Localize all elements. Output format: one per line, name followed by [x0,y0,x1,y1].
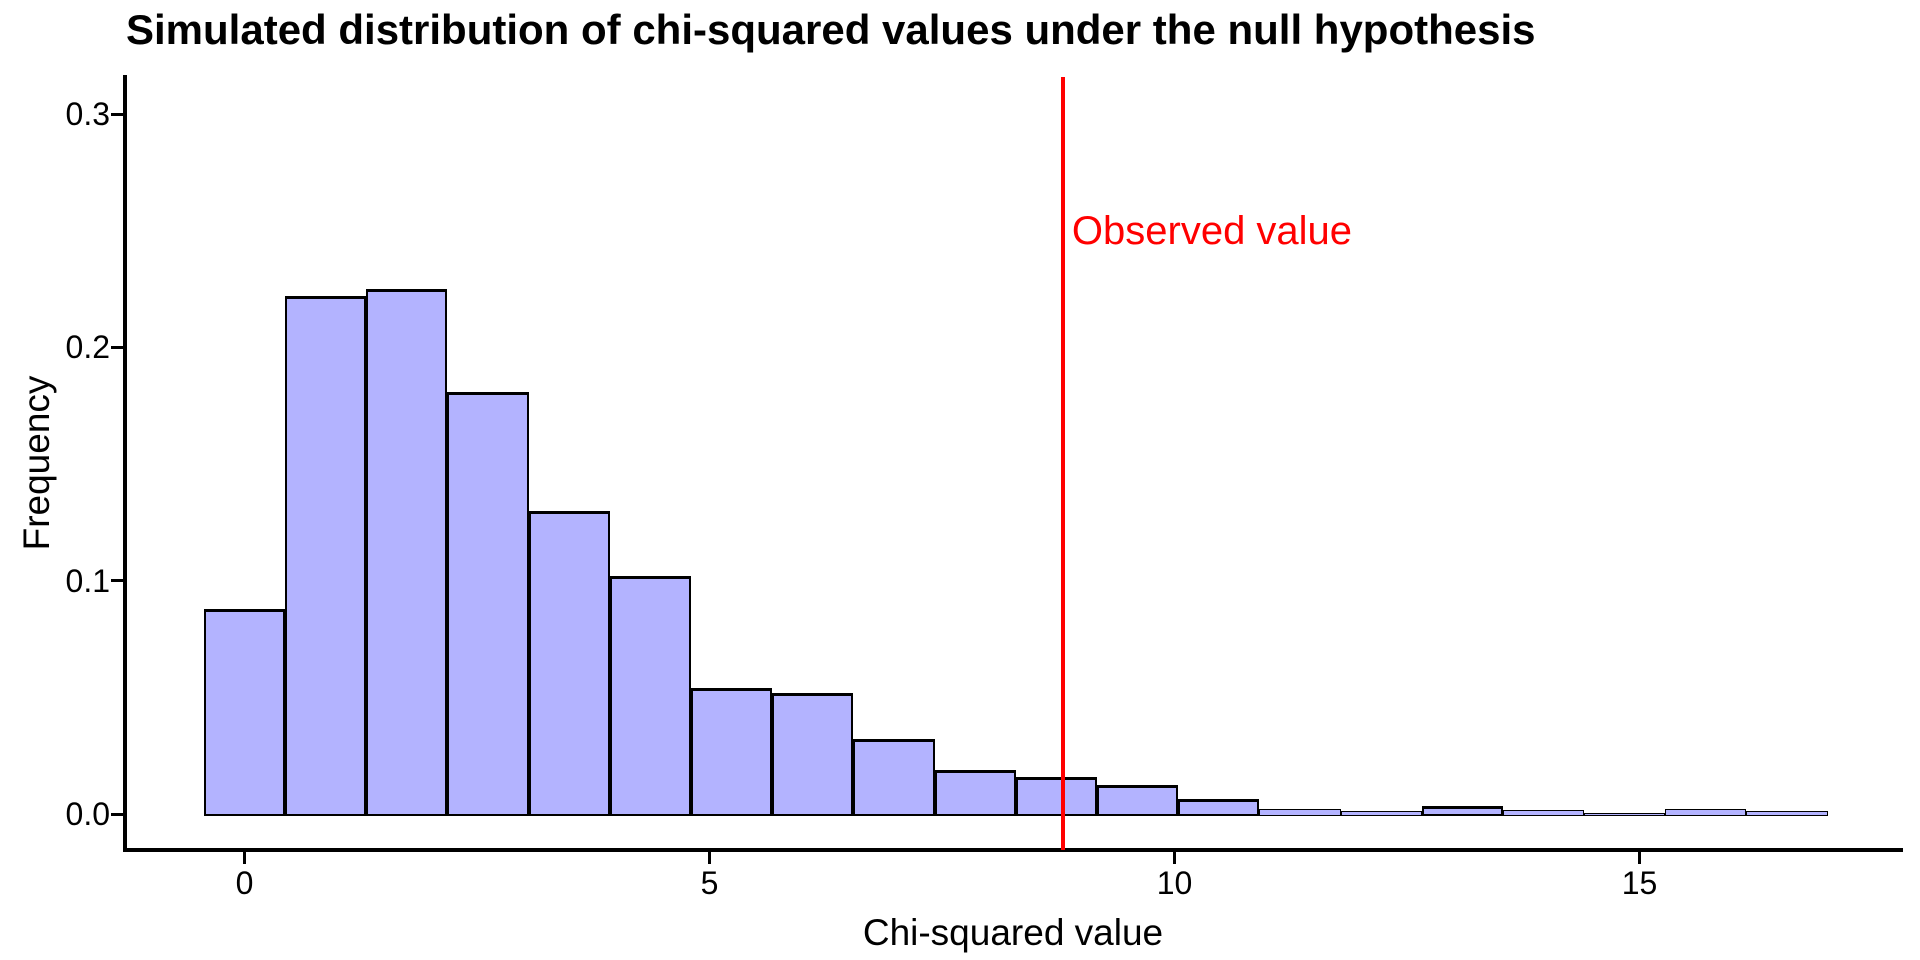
x-tick-mark [243,852,246,864]
histogram-bar [528,510,610,816]
x-tick-mark [1638,852,1641,864]
y-tick-label: 0.1 [65,562,110,599]
x-tick-label: 10 [1156,865,1193,901]
histogram-bar [609,576,691,816]
y-axis-line [123,75,127,852]
y-tick-mark [111,812,123,816]
histogram-bar [1665,809,1747,816]
observed-value-label: Observed value [1071,209,1353,253]
histogram-bar [1259,808,1341,816]
x-axis-line [123,848,1903,852]
observed-value-line [1060,77,1065,850]
histogram-bar [1340,810,1422,816]
histogram-bar [447,391,529,816]
histogram-bar [1502,809,1585,816]
y-tick-label: 0.0 [65,796,110,832]
histogram-bar [853,739,935,816]
x-tick-label: 5 [700,865,719,901]
histogram-bar [366,289,448,816]
histogram-bar [772,692,854,816]
x-tick-label: 0 [235,865,254,901]
histogram-bar [1746,810,1828,816]
y-tick-label: 0.3 [65,96,110,133]
histogram-bar [1178,799,1260,816]
y-tick-mark [111,345,123,349]
histogram-bar [1096,785,1179,816]
x-tick-mark [708,852,711,864]
histogram-bar [934,769,1016,816]
y-tick-mark [111,579,123,583]
x-tick-label: 15 [1621,865,1658,901]
x-axis-title: Chi-squared value [862,912,1164,953]
chart-title: Simulated distribution of chi-squared va… [126,6,1536,53]
y-tick-mark [111,112,123,116]
y-tick-label: 0.2 [65,329,110,366]
histogram-bar [690,688,773,816]
histogram-bar [1584,813,1666,816]
histogram-bar [1015,776,1097,816]
x-tick-mark [1173,852,1176,864]
histogram-bar [1421,806,1503,816]
histogram-bar [203,608,286,816]
histogram-bar [285,296,367,816]
